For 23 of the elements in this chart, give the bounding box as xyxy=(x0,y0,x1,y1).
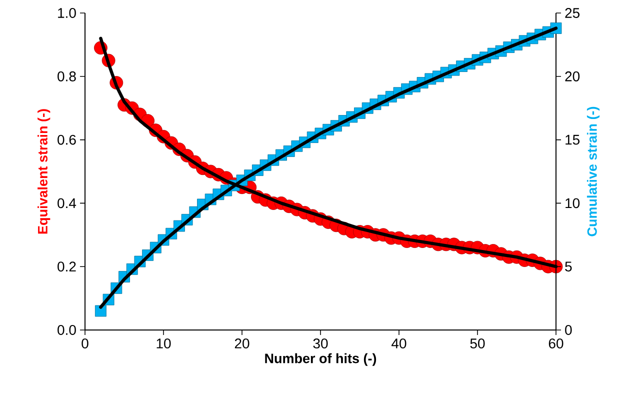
y-tick-label: 0.6 xyxy=(58,134,76,145)
y2-tick-label: 0 xyxy=(565,325,572,335)
y-tick-label: 0.2 xyxy=(58,262,76,272)
y2-tick-label: 5 xyxy=(565,262,572,272)
x-tick-label: 30 xyxy=(313,338,328,348)
x-tick-label: 20 xyxy=(234,338,250,348)
y2-tick-label: 25 xyxy=(565,8,580,18)
x-tick-label: 40 xyxy=(392,338,406,348)
y2-tick-label: 15 xyxy=(566,134,580,145)
y2-tick-label: 10 xyxy=(566,198,580,208)
y-tick-label: 1.0 xyxy=(58,8,76,18)
x-tick-label: 60 xyxy=(548,338,564,348)
y2-tick-label: 20 xyxy=(565,71,580,82)
x-tick-label: 0 xyxy=(82,338,88,348)
y-axis-title: Equivalent strain (-) xyxy=(38,109,50,234)
x-axis-title: Number of hits (-) xyxy=(265,353,376,366)
x-tick-label: 50 xyxy=(470,338,485,348)
y-tick-label: 0.0 xyxy=(58,325,76,335)
point xyxy=(95,305,106,317)
y-tick-label: 0.8 xyxy=(58,71,76,82)
y2-axis-title: Cumulative strain (-) xyxy=(586,106,600,236)
x-tick-label: 10 xyxy=(156,338,171,348)
y-tick-label: 0.4 xyxy=(58,198,76,208)
